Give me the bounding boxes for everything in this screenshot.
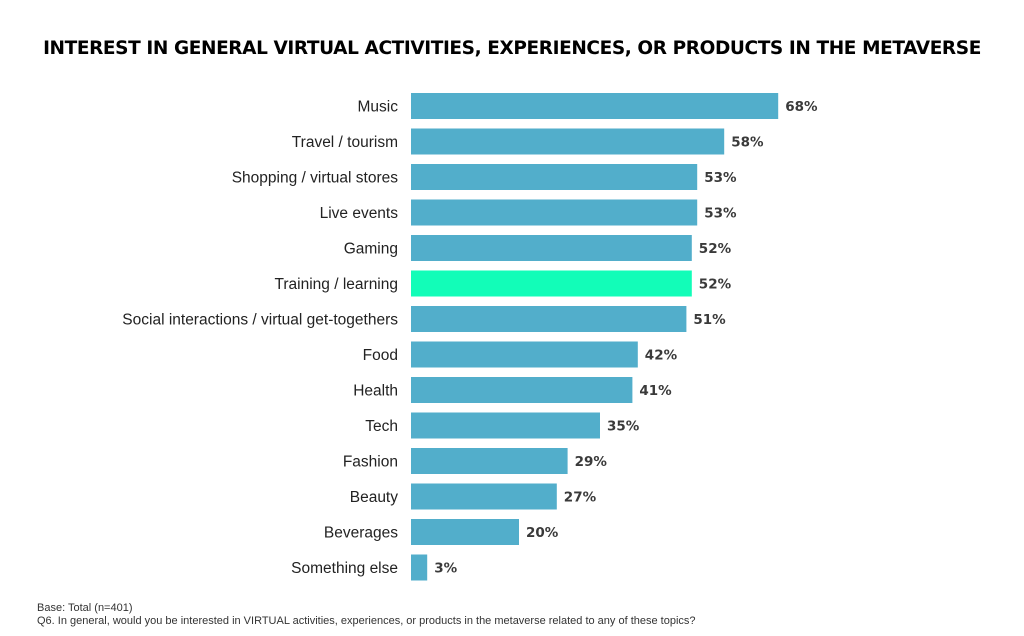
value-label: 20%	[526, 525, 559, 541]
value-label: 58%	[731, 135, 764, 151]
value-label: 52%	[699, 277, 732, 293]
bar-live-events	[411, 199, 698, 226]
value-label: 53%	[704, 170, 737, 186]
category-label: Shopping / virtual stores	[232, 170, 399, 187]
bar-fashion	[411, 448, 568, 474]
value-label: 35%	[607, 419, 640, 435]
category-label: Gaming	[344, 241, 398, 258]
category-label: Something else	[291, 560, 398, 577]
value-label: 27%	[564, 490, 597, 506]
bar-beauty	[411, 483, 557, 510]
category-label: Health	[353, 383, 398, 400]
category-label: Social interactions / virtual get-togeth…	[122, 312, 398, 329]
value-label: 52%	[699, 241, 732, 257]
bar-social-interactions-virtual-get-togethers	[411, 306, 687, 332]
category-label: Fashion	[343, 454, 398, 471]
category-label: Training / learning	[275, 276, 399, 293]
value-label: 53%	[704, 206, 737, 222]
bar-something-else	[411, 554, 428, 581]
bar-training-learning	[411, 270, 692, 297]
bars-layer: Music 68% Travel / tourism 58% Shopping / vi…	[122, 93, 818, 581]
category-label: Music	[358, 99, 399, 116]
base-note: Base: Total (n=401)	[37, 602, 133, 614]
bar-tech	[411, 412, 600, 439]
bar-gaming	[411, 235, 692, 261]
value-label: 41%	[639, 383, 672, 399]
bar-music	[411, 93, 779, 119]
category-label: Beverages	[324, 525, 398, 542]
value-label: 51%	[693, 312, 726, 328]
bar-health	[411, 377, 633, 403]
category-label: Food	[363, 347, 398, 364]
category-label: Live events	[320, 205, 399, 222]
bar-shopping-virtual-stores	[411, 164, 698, 190]
chart-title: INTEREST IN GENERAL VIRTUAL ACTIVITIES, …	[43, 38, 981, 59]
category-label: Travel / tourism	[292, 134, 398, 151]
bar-travel-tourism	[411, 128, 725, 155]
value-label: 68%	[785, 99, 818, 115]
bar-beverages	[411, 519, 519, 545]
category-label: Tech	[365, 418, 398, 435]
footnotes: Base: Total (n=401) Q6. In general, woul…	[37, 602, 696, 628]
value-label: 42%	[645, 348, 678, 364]
bar-chart: Music 68% Travel / tourism 58% Shopping / vi…	[122, 93, 818, 581]
value-label: 3%	[434, 561, 457, 577]
value-label: 29%	[575, 454, 608, 470]
bar-food	[411, 341, 638, 368]
category-label: Beauty	[350, 489, 399, 506]
question-note: Q6. In general, would you be interested …	[37, 615, 696, 627]
